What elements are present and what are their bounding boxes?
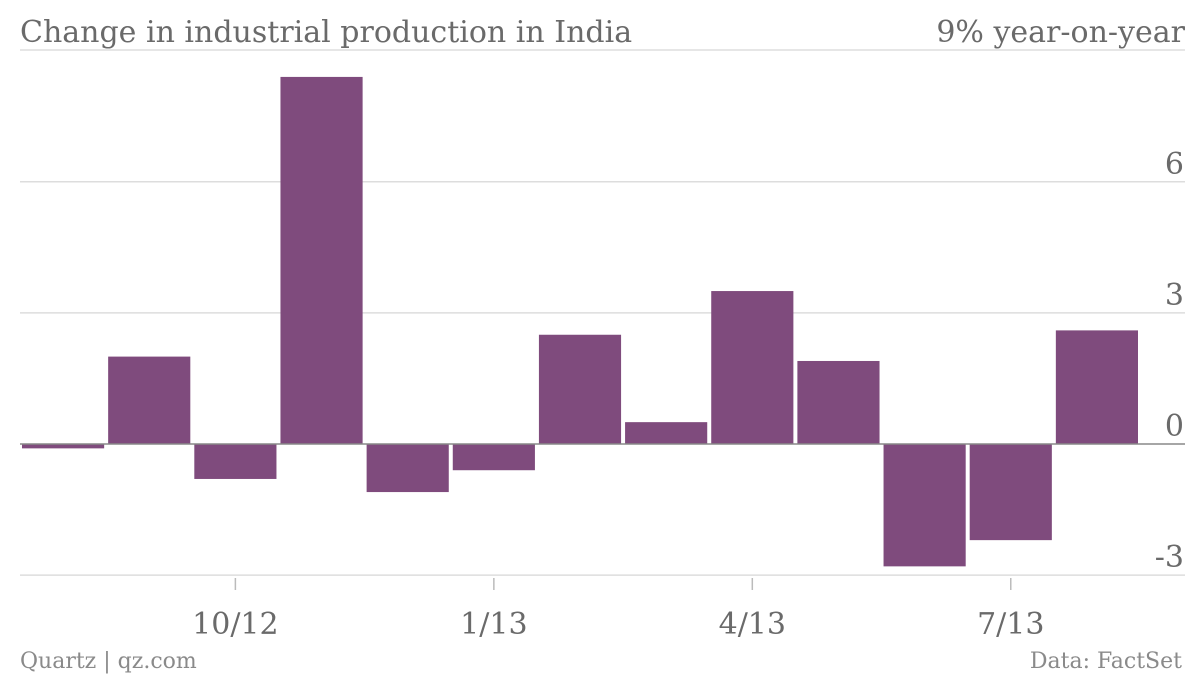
bar-11/12 — [280, 76, 363, 445]
gridlines — [20, 49, 1185, 576]
x-tick-label: 1/13 — [460, 607, 527, 642]
y-tick-label: 0 — [1165, 409, 1184, 444]
bar-7/13 — [969, 444, 1052, 541]
x-tick-label: 10/12 — [192, 607, 278, 642]
x-tick-label: 4/13 — [719, 607, 786, 642]
bar-2/13 — [538, 334, 622, 444]
bar-8/12 — [22, 444, 105, 449]
bar-1/13 — [452, 444, 535, 471]
y-tick-label: 6 — [1165, 147, 1184, 182]
axes: 6 3 0 -3 10/12 1/13 4/13 7/13 — [20, 147, 1185, 642]
bar-12/12 — [366, 444, 449, 493]
source-left: Quartz | qz.com — [20, 649, 197, 674]
bar-10/12 — [194, 444, 277, 479]
bar-4/13 — [711, 291, 794, 444]
y-tick-label: 3 — [1165, 278, 1184, 313]
unit-label: 9% year-on-year — [936, 15, 1185, 50]
chart-title: Change in industrial production in India — [20, 15, 632, 50]
bars — [22, 76, 1138, 567]
source-right: Data: FactSet — [1030, 649, 1182, 674]
bar-3/13 — [625, 422, 708, 444]
x-tick-label: 7/13 — [977, 607, 1044, 642]
bar-8/13 — [1055, 330, 1138, 444]
bar-5/13 — [797, 360, 880, 444]
bar-9/12 — [108, 356, 191, 444]
bar-6/13 — [883, 444, 966, 567]
y-tick-label: -3 — [1155, 540, 1184, 575]
